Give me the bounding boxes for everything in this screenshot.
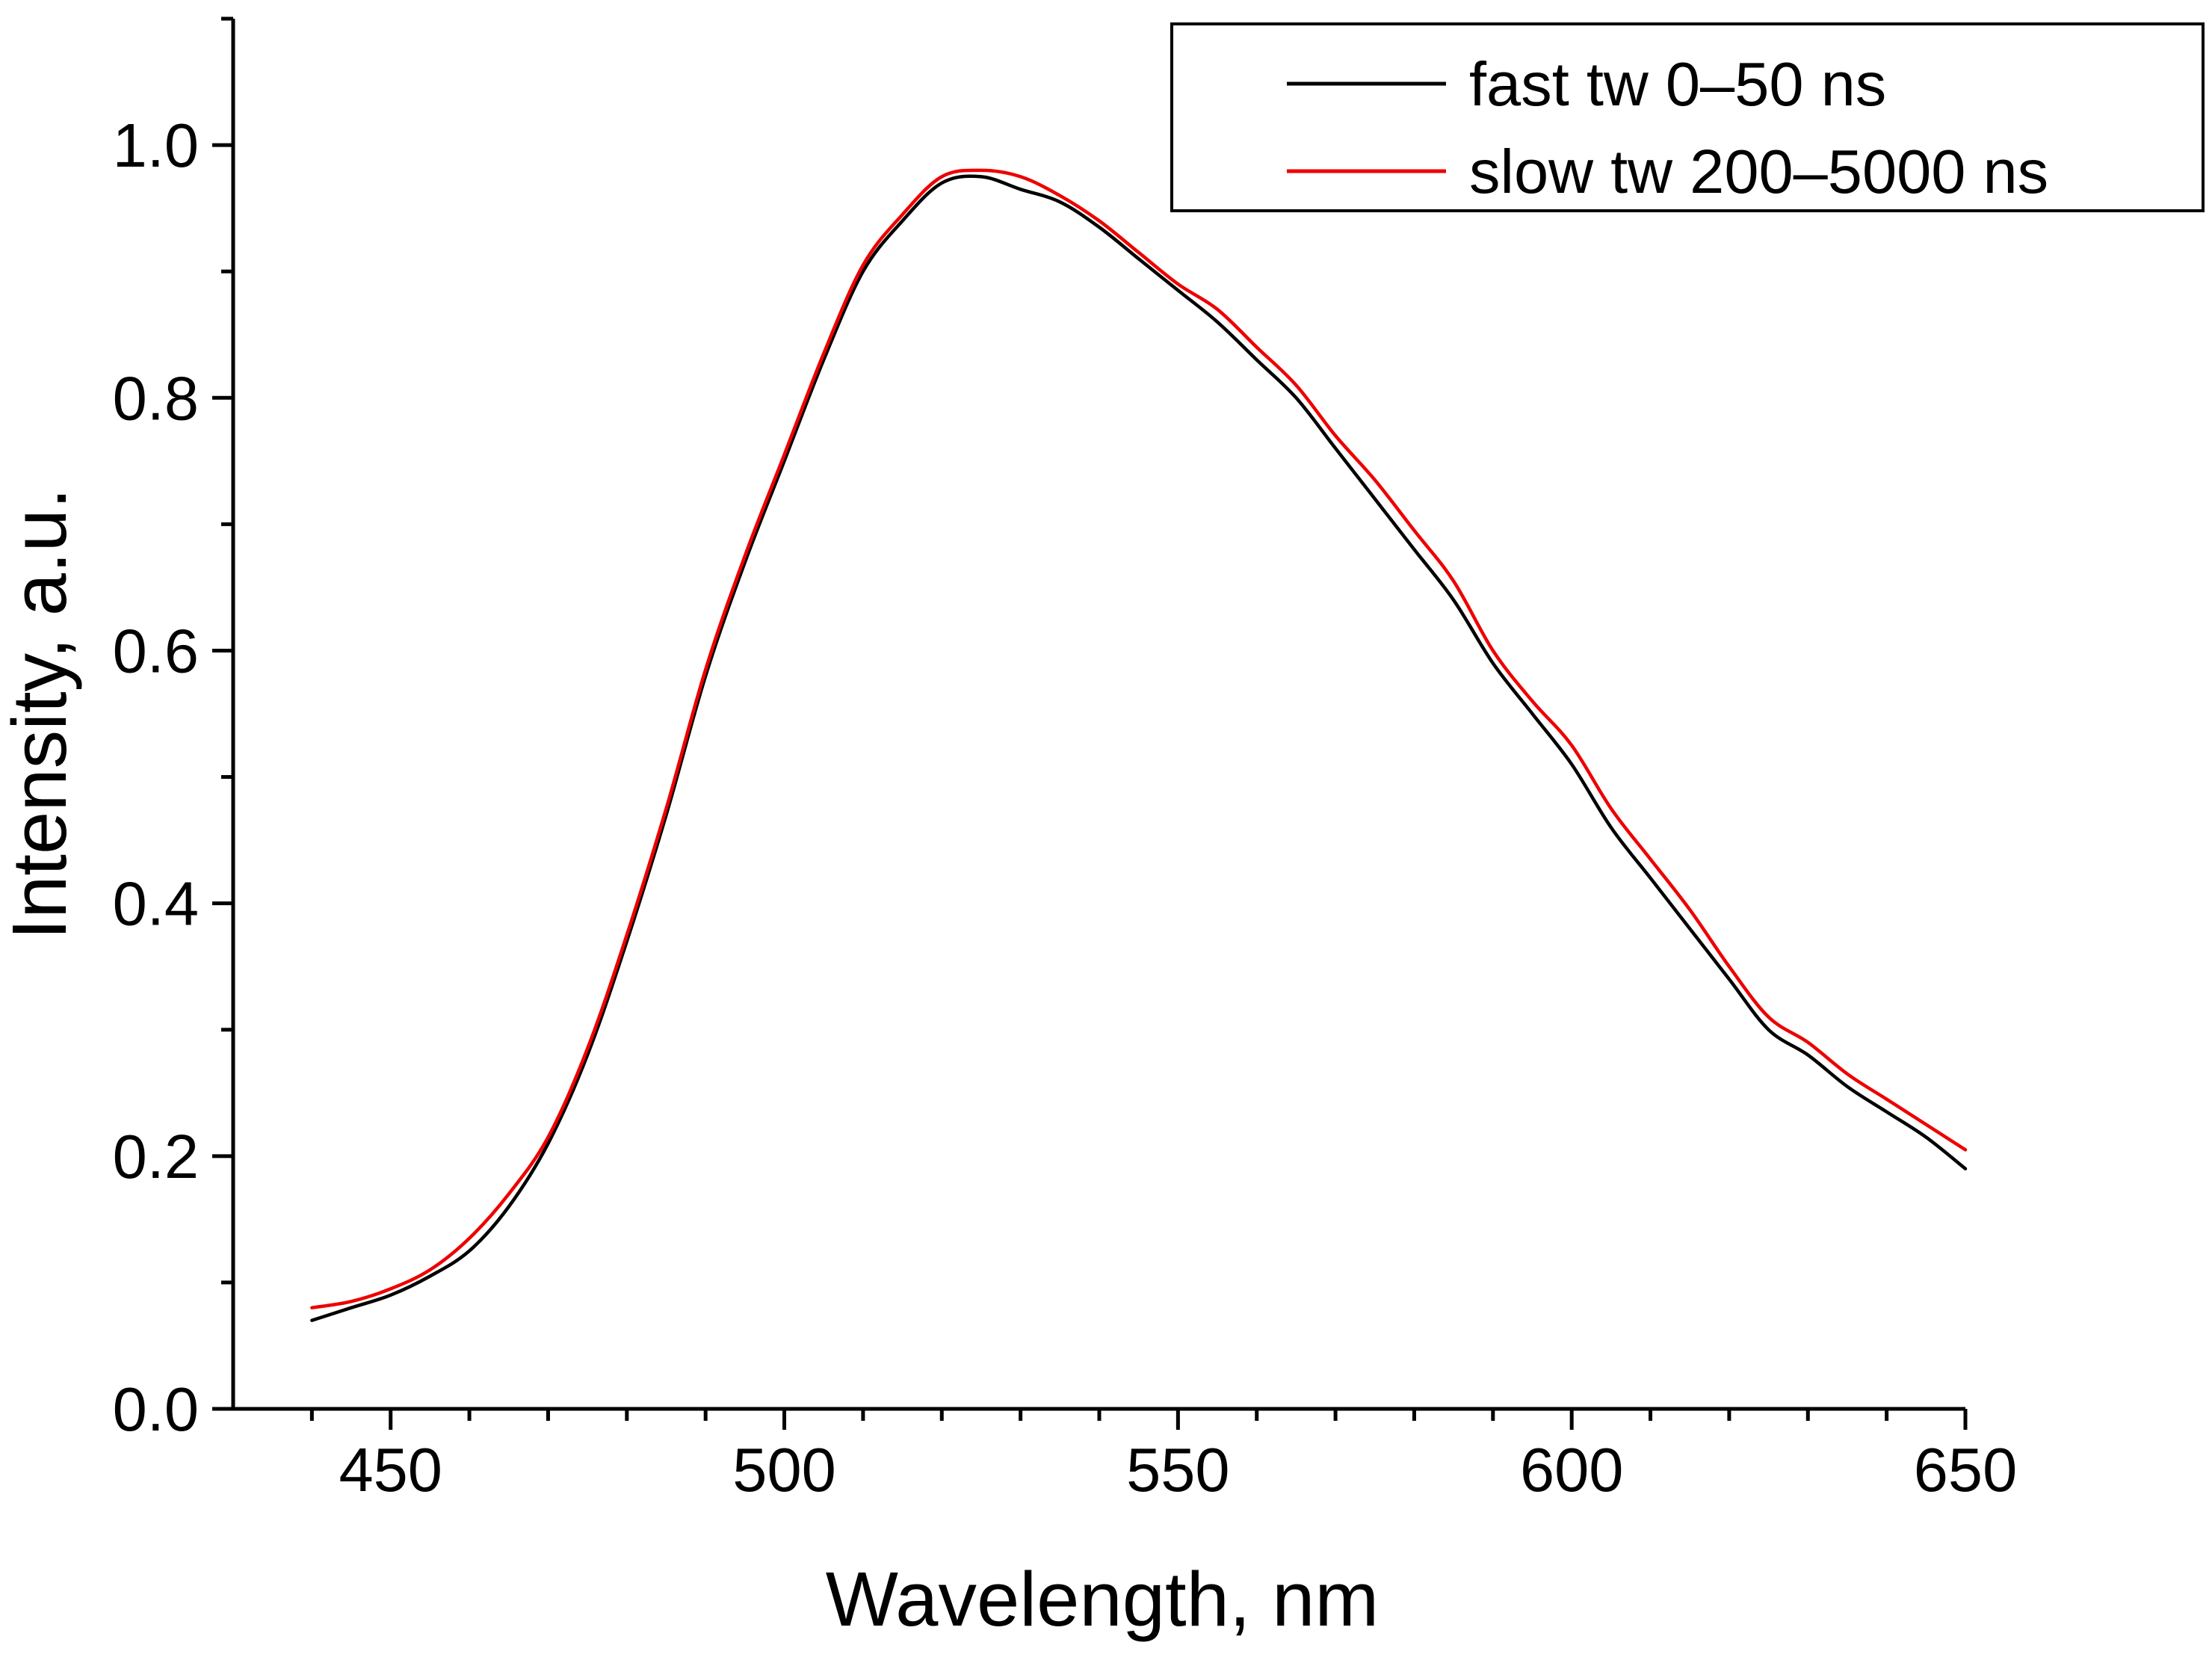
legend-label-fast: fast tw 0–50 ns bbox=[1469, 49, 1886, 119]
x-tick-label: 650 bbox=[1914, 1435, 2017, 1505]
y-tick-label: 1.0 bbox=[113, 111, 199, 180]
x-tick-label: 450 bbox=[339, 1435, 442, 1505]
y-tick-label: 0.8 bbox=[113, 363, 199, 433]
y-tick-label: 0.2 bbox=[113, 1122, 199, 1191]
series-layer bbox=[310, 168, 1968, 1322]
y-ticks: 0.0 0.2 0.4 0.6 0.8 1.0 bbox=[113, 16, 233, 1444]
x-tick-label: 600 bbox=[1520, 1435, 1623, 1505]
y-tick-label: 0.0 bbox=[113, 1374, 199, 1444]
series-line-fast bbox=[310, 174, 1968, 1322]
x-ticks: 450 500 550 600 650 bbox=[309, 1409, 2017, 1505]
x-tick-label: 550 bbox=[1126, 1435, 1229, 1505]
x-tick-label: 500 bbox=[732, 1435, 835, 1505]
y-axis-title: Intensity, a.u. bbox=[0, 488, 82, 940]
x-axis-title: Wavelength, nm bbox=[826, 1556, 1379, 1642]
series-line-slow bbox=[310, 168, 1968, 1309]
legend-label-slow: slow tw 200–5000 ns bbox=[1469, 137, 2048, 206]
legend: fast tw 0–50 ns slow tw 200–5000 ns bbox=[1170, 22, 2205, 212]
legend-box bbox=[1170, 22, 2205, 212]
y-tick-label: 0.6 bbox=[113, 616, 199, 685]
y-tick-label: 0.4 bbox=[113, 869, 199, 939]
